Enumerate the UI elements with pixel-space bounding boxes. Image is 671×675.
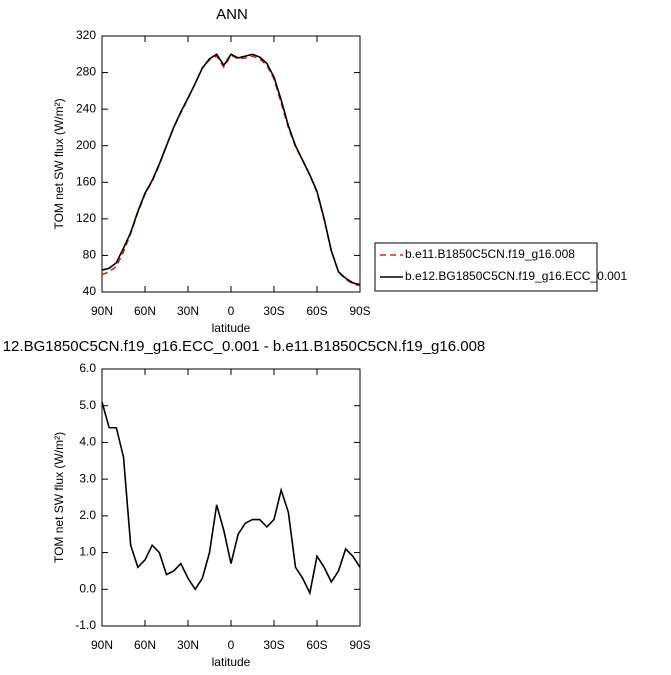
- x-tick-label: 60S: [306, 304, 327, 318]
- x-tick-label: 30S: [263, 304, 284, 318]
- x-tick-label: 60N: [134, 304, 156, 318]
- plot-frame: [101, 368, 361, 627]
- x-tick-label: 60S: [306, 638, 327, 652]
- y-tick-label: 80: [83, 248, 97, 262]
- y-tick-label: 4.0: [79, 435, 96, 449]
- y-tick-label: 1.0: [79, 545, 96, 559]
- y-tick-label: 2.0: [79, 508, 96, 522]
- data-line: [101, 401, 361, 596]
- y-tick-label: 5.0: [79, 398, 96, 412]
- x-tick-label: 30N: [177, 304, 199, 318]
- y-tick-label: 0.0: [79, 581, 96, 595]
- x-tick-label: 90N: [91, 304, 113, 318]
- y-axis-label: TOM net SW flux (W/m²): [52, 432, 66, 563]
- y-tick-label: 6.0: [79, 361, 96, 375]
- y-tick-label: 280: [76, 65, 96, 79]
- y-tick-label: 120: [76, 211, 96, 225]
- x-tick-label: 90S: [349, 638, 370, 652]
- x-tick-label: 0: [228, 304, 235, 318]
- x-tick-label: 90N: [91, 638, 113, 652]
- data-line: [101, 54, 361, 287]
- legend-label: b.e11.B1850C5CN.f19_g16.008: [405, 247, 575, 261]
- y-axis-label: TOM net SW flux (W/m²): [52, 98, 66, 229]
- y-tick-label: 3.0: [79, 471, 96, 485]
- y-tick-label: 160: [76, 174, 96, 188]
- x-axis-label: latitude: [212, 321, 251, 335]
- chart-title: ANN: [216, 6, 248, 23]
- y-tick-label: 200: [76, 138, 96, 152]
- data-line: [101, 53, 361, 286]
- x-tick-label: 90S: [349, 304, 370, 318]
- legend-box: [374, 242, 598, 292]
- x-tick-label: 30S: [263, 638, 284, 652]
- y-tick-label: 240: [76, 101, 96, 115]
- chart-title: 12.BG1850C5CN.f19_g16.ECC_0.001 - b.e11.…: [3, 338, 486, 355]
- legend-label: b.e12.BG1850C5CN.f19_g16.ECC_0.001: [405, 269, 627, 283]
- y-tick-label: -1.0: [75, 618, 96, 632]
- y-tick-label: 40: [83, 284, 97, 298]
- x-tick-label: 60N: [134, 638, 156, 652]
- y-tick-label: 320: [76, 28, 96, 42]
- x-tick-label: 0: [228, 638, 235, 652]
- x-axis-label: latitude: [212, 655, 251, 669]
- plot-frame: [101, 35, 361, 293]
- x-tick-label: 30N: [177, 638, 199, 652]
